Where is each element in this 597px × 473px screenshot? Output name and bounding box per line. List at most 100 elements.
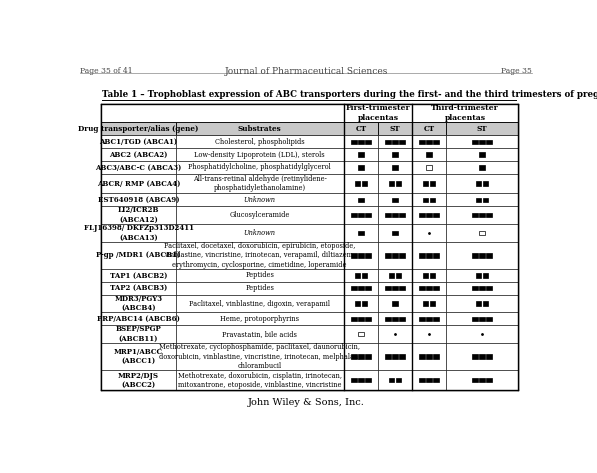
Bar [355, 301, 360, 306]
Text: Page 35 of 41: Page 35 of 41 [80, 67, 133, 75]
Bar [385, 286, 391, 290]
Bar [358, 165, 364, 169]
Text: BSEP/SPGP
(ABCB11): BSEP/SPGP (ABCB11) [116, 325, 161, 342]
Bar [344, 282, 378, 295]
Bar [101, 135, 176, 148]
Bar [344, 193, 378, 206]
Bar [176, 224, 344, 242]
Bar [479, 152, 485, 157]
Bar [344, 242, 378, 269]
Bar [101, 224, 176, 242]
Bar [176, 242, 344, 269]
Bar [483, 182, 488, 186]
Bar [378, 343, 412, 370]
Bar [351, 213, 357, 217]
Bar [392, 354, 398, 359]
Text: CT: CT [424, 124, 435, 132]
Bar [101, 193, 176, 206]
Bar [412, 174, 446, 193]
Bar [392, 301, 398, 306]
Bar [430, 273, 435, 278]
Bar [446, 206, 518, 224]
Bar [101, 206, 176, 224]
Text: Methotrexate, doxorubicin, cisplatin, irinotecan,
mitoxantrone, etoposide, vinbl: Methotrexate, doxorubicin, cisplatin, ir… [178, 372, 341, 389]
Bar [433, 253, 439, 257]
Bar [365, 286, 371, 290]
Bar [392, 253, 398, 257]
Text: All-trans-retinal aldehyde (retinylidene-
phosphatidylethanolamine): All-trans-retinal aldehyde (retinylidene… [193, 175, 327, 192]
Bar [176, 193, 344, 206]
Bar [396, 273, 401, 278]
Bar [355, 182, 360, 186]
Bar [486, 316, 492, 321]
Bar [433, 378, 439, 382]
Bar [486, 140, 492, 144]
Bar [399, 213, 405, 217]
Bar [385, 253, 391, 257]
Bar [176, 370, 344, 390]
Bar [472, 316, 478, 321]
Text: Paclitaxel, docetaxel, doxorubicin, epirubicin, etoposide,
vinblastine, vincrist: Paclitaxel, docetaxel, doxorubicin, epir… [164, 242, 355, 269]
Bar [423, 198, 429, 202]
Bar [344, 174, 378, 193]
Bar [389, 378, 395, 382]
Bar [392, 230, 398, 235]
Bar [472, 140, 478, 144]
Bar [472, 378, 478, 382]
Bar [426, 152, 432, 157]
Bar [351, 140, 357, 144]
Bar [479, 316, 485, 321]
Bar [378, 295, 412, 312]
Text: Low-density Lipoprotein (LDL), sterols: Low-density Lipoprotein (LDL), sterols [195, 150, 325, 158]
Bar [176, 282, 344, 295]
Bar [385, 140, 391, 144]
Bar [479, 253, 485, 257]
Bar [378, 325, 412, 343]
Text: Page 35: Page 35 [501, 67, 532, 75]
Bar [344, 104, 412, 122]
Bar [476, 198, 481, 202]
Bar [472, 286, 478, 290]
Text: Table 1 – Trophoblast expression of ABC transporters during the first- and the t: Table 1 – Trophoblast expression of ABC … [103, 89, 597, 98]
Bar [358, 316, 364, 321]
Bar [446, 122, 518, 135]
Bar [101, 161, 176, 174]
Bar [446, 148, 518, 161]
Bar [344, 312, 378, 325]
Bar [412, 206, 446, 224]
Bar [101, 104, 344, 122]
Bar [358, 253, 364, 257]
Text: John Wiley & Sons, Inc.: John Wiley & Sons, Inc. [248, 398, 364, 407]
Text: First-trimester
placentas: First-trimester placentas [346, 104, 410, 122]
Bar [483, 301, 488, 306]
Bar [420, 286, 425, 290]
Bar [399, 140, 405, 144]
Bar [355, 273, 360, 278]
Bar [412, 242, 446, 269]
Bar [101, 242, 176, 269]
Bar [399, 253, 405, 257]
Bar [392, 198, 398, 202]
Bar [430, 301, 435, 306]
Bar [392, 152, 398, 157]
Bar [378, 269, 412, 282]
Bar [479, 165, 485, 169]
Text: TAP1 (ABCB2): TAP1 (ABCB2) [110, 272, 167, 280]
Text: Paclitaxel, vinblastine, digoxin, verapamil: Paclitaxel, vinblastine, digoxin, verapa… [189, 299, 330, 307]
Text: Peptides: Peptides [245, 284, 274, 292]
Bar [362, 273, 367, 278]
Bar [351, 286, 357, 290]
Bar [446, 242, 518, 269]
Bar [412, 325, 446, 343]
Bar [101, 325, 176, 343]
Text: Glucosylceramide: Glucosylceramide [229, 211, 290, 219]
Bar [176, 206, 344, 224]
Bar [423, 301, 429, 306]
Bar [176, 122, 344, 135]
Bar [176, 174, 344, 193]
Text: Cholesterol, phospholipids: Cholesterol, phospholipids [215, 138, 304, 146]
Text: MRP1/ABCC
(ABCC1): MRP1/ABCC (ABCC1) [114, 348, 163, 365]
Bar [396, 378, 401, 382]
Bar [426, 213, 432, 217]
Bar [101, 370, 176, 390]
